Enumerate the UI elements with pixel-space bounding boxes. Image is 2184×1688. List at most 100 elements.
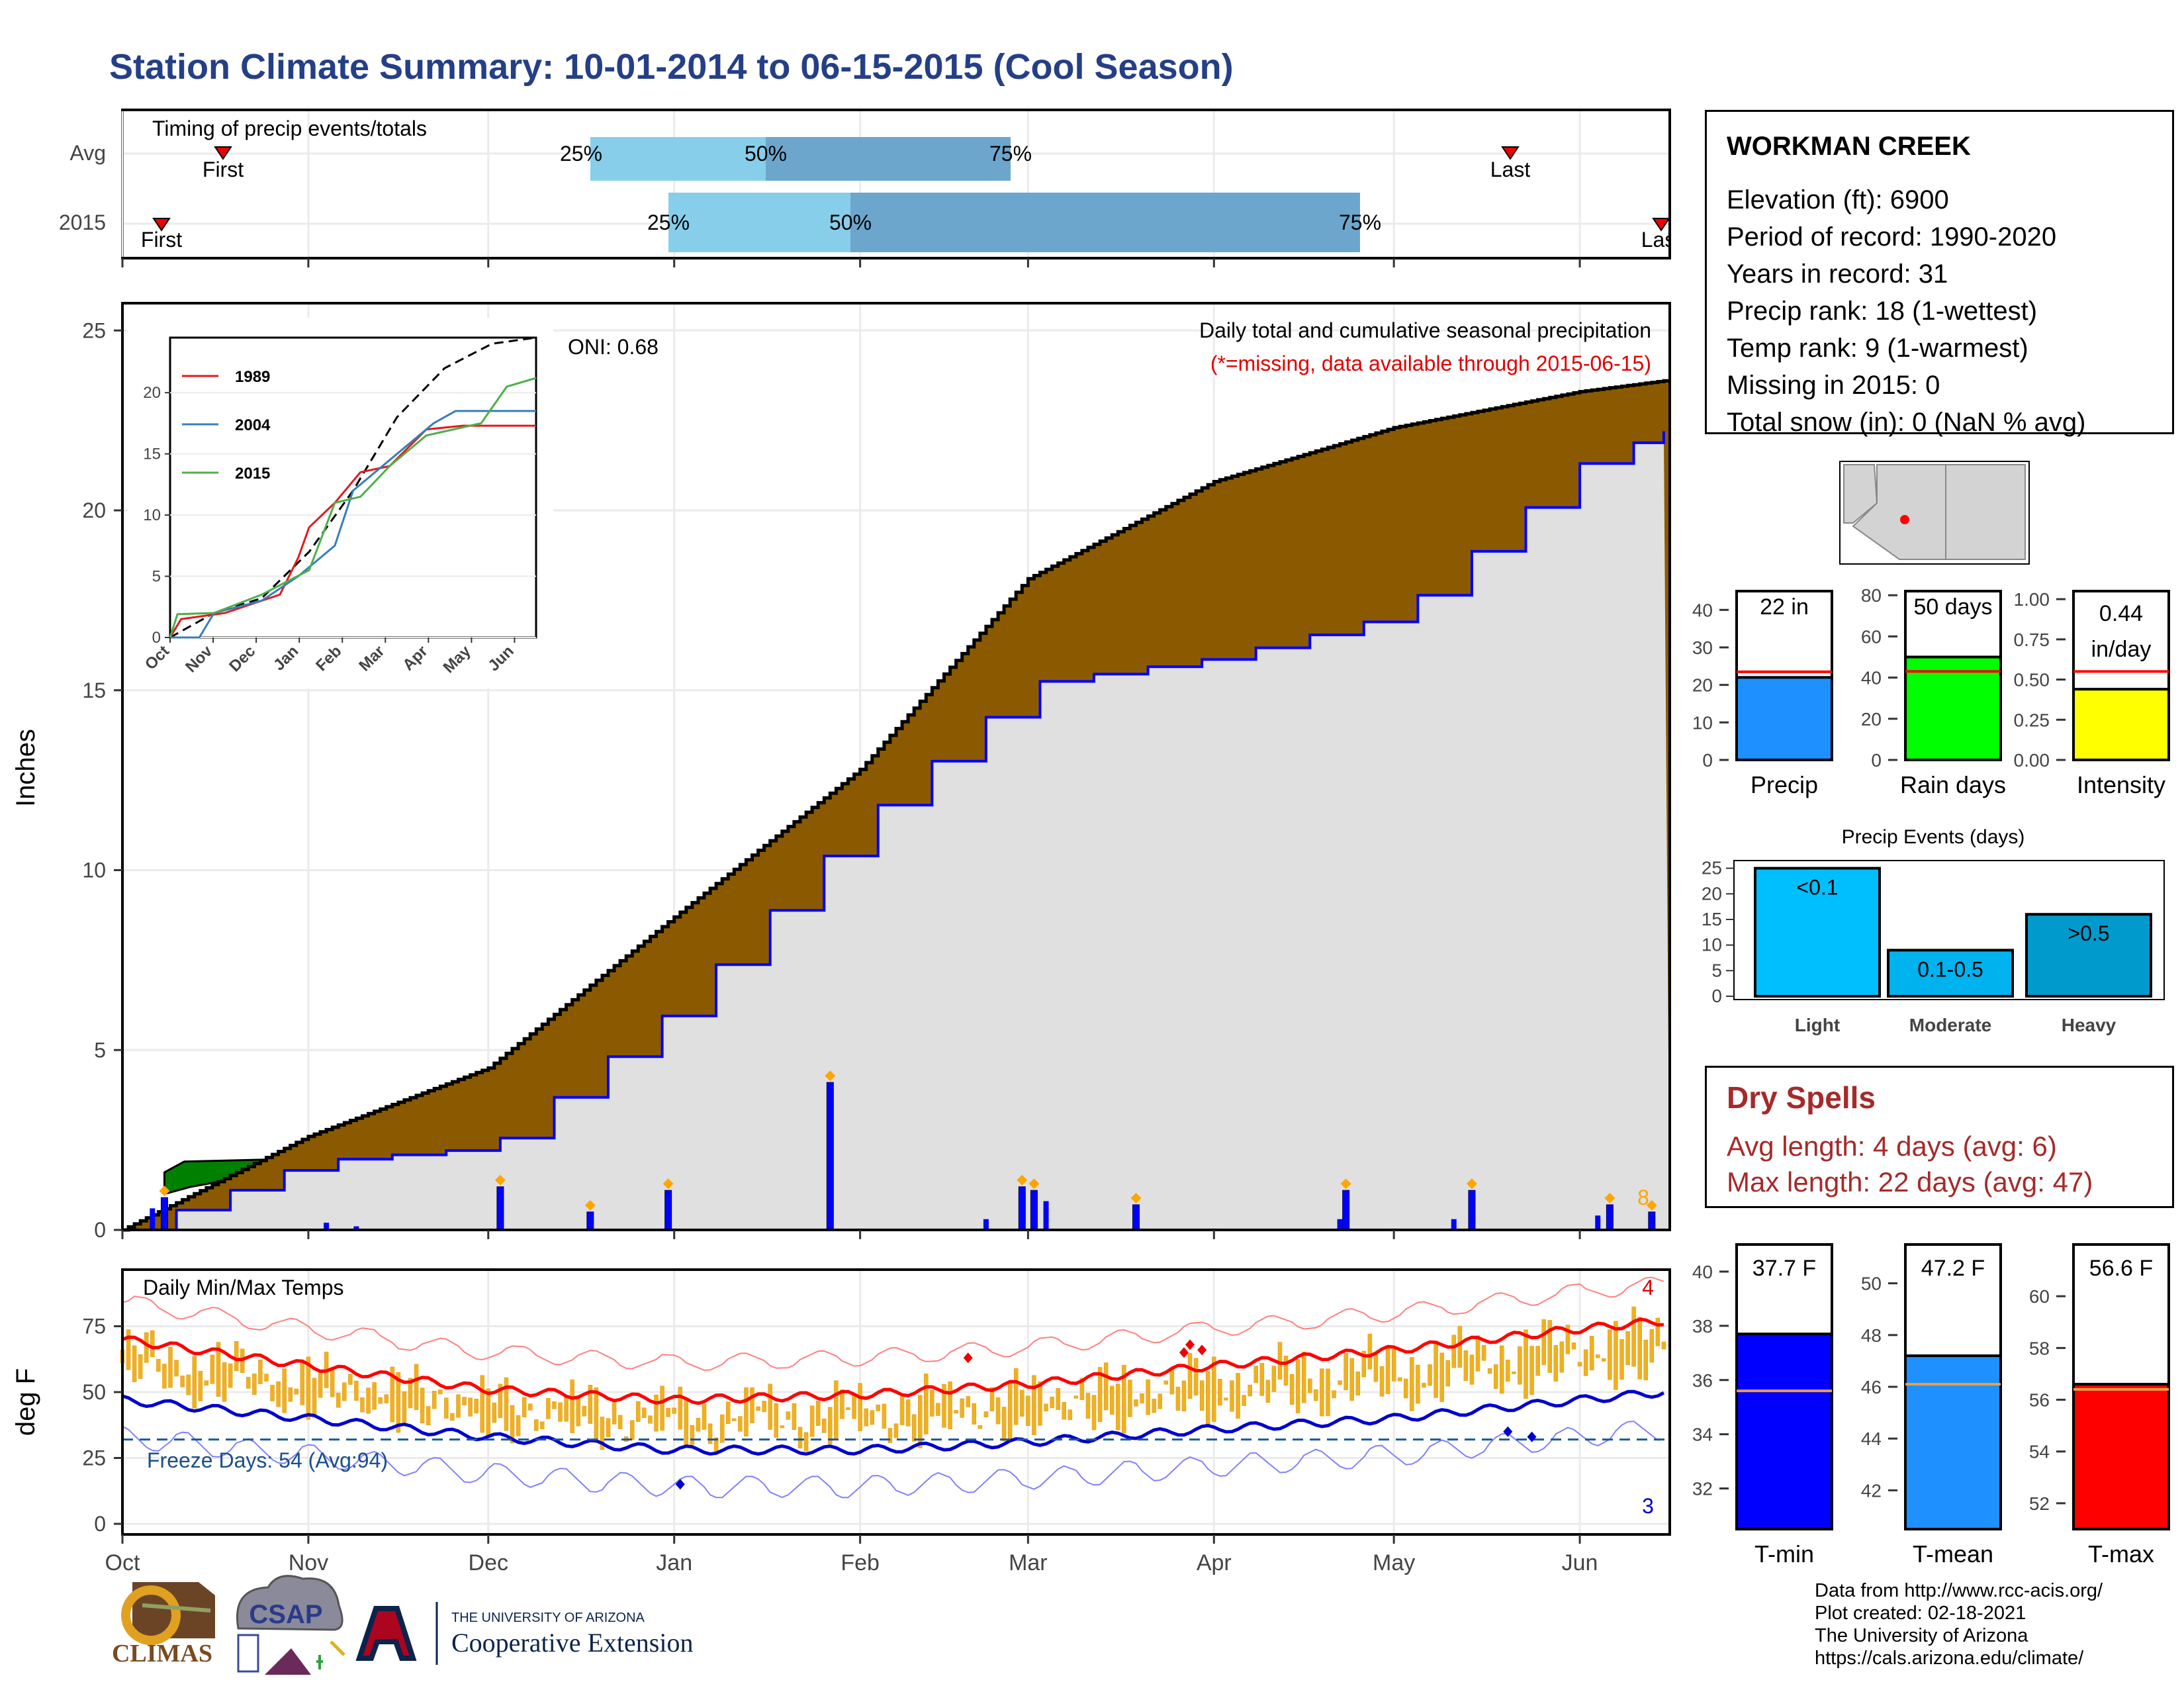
value-bar <box>1904 655 2002 762</box>
daily-temp-bar <box>1007 1382 1013 1441</box>
daily-temp-bar <box>366 1387 371 1414</box>
daily-temp-bar <box>1553 1345 1559 1382</box>
daily-temp-bar <box>786 1411 791 1420</box>
heavy-event-marker <box>1340 1178 1351 1190</box>
daily-temp-bar <box>306 1356 311 1420</box>
daily-temp-bar <box>1608 1329 1612 1380</box>
station-years: Years in record: 31 <box>1727 259 1948 289</box>
daily-temp-bar <box>1026 1395 1030 1427</box>
daily-temp-bar <box>504 1377 509 1431</box>
daily-temp-bar <box>234 1341 239 1372</box>
daily-precip-bar <box>1606 1204 1614 1231</box>
daily-temp-bar <box>1314 1389 1318 1401</box>
daily-temp-bar <box>660 1385 664 1431</box>
daily-temp-bar <box>330 1368 335 1397</box>
bar-ytick-label: 50 <box>1861 1274 1882 1294</box>
value-bar <box>1904 1354 2002 1530</box>
event-category-label: Heavy <box>2062 1015 2116 1035</box>
daily-temp-bar <box>510 1405 515 1444</box>
daily-temp-bar <box>1512 1371 1516 1374</box>
daily-temp-bar <box>150 1330 155 1358</box>
temperature-summary-charts: 32 34 36 38 40 T-min 37.7 F 42 44 46 48 50 T-mean 47.… <box>1692 1243 2170 1568</box>
daily-precip-bar <box>1030 1190 1038 1231</box>
daily-temp-bar <box>917 1395 923 1448</box>
events-ytick-label: 0 <box>1711 986 1722 1006</box>
bar-value-label: 37.7 F <box>1752 1256 1816 1281</box>
daily-temp-bar <box>1559 1341 1565 1373</box>
inset-2015-line <box>169 377 537 638</box>
bar-value-label: 22 in <box>1760 594 1809 620</box>
daily-temp-bar <box>1451 1335 1457 1368</box>
bar-ytick-label: 80 <box>1861 585 1882 606</box>
daily-temp-bar <box>1367 1333 1373 1370</box>
daily-temp-bar <box>1326 1368 1330 1417</box>
avg-first-label: First <box>203 158 244 181</box>
2015-first-marker <box>152 218 171 232</box>
event-value-label: 0.1-0.5 <box>1917 957 1983 981</box>
precip-frame <box>121 302 1671 1231</box>
daily-temp-bar <box>930 1389 934 1417</box>
daily-temp-bar <box>630 1420 635 1440</box>
daily-temp-bar <box>995 1397 1001 1425</box>
daily-temp-bar <box>582 1405 587 1417</box>
logos: CLIMAS CSAP THE UNIVERSITY OF ARIZONA Co… <box>112 1575 693 1675</box>
inset-plot-frame <box>169 336 537 639</box>
avg-first-marker <box>214 146 232 160</box>
daily-temp-bar <box>1122 1364 1126 1434</box>
daily-temp-bar <box>834 1380 839 1439</box>
daily-temp-bar <box>456 1394 461 1418</box>
daily-temp-bar <box>768 1383 772 1430</box>
bar-ytick-label: 40 <box>1692 1262 1713 1282</box>
temp-ytick-label: 50 <box>82 1380 106 1404</box>
daily-temp-bar <box>1242 1395 1246 1406</box>
daily-temp-bar <box>1079 1378 1085 1400</box>
daily-temp-bar <box>600 1417 605 1450</box>
daily-temp-bar <box>924 1374 929 1434</box>
record-marker <box>1197 1344 1207 1356</box>
inset-legend-label: 2015 <box>235 465 270 483</box>
daily-temp-bar <box>1410 1357 1414 1411</box>
daily-precip-bar <box>1132 1204 1140 1231</box>
daily-temp-bar <box>360 1397 365 1413</box>
value-bar <box>1735 676 1833 761</box>
station-name: WORKMAN CREEK <box>1727 132 1971 161</box>
daily-temp-bar <box>1643 1339 1649 1381</box>
daily-temp-bar <box>1619 1339 1624 1380</box>
daily-temp-bar <box>642 1407 647 1419</box>
daily-temp-bar <box>1109 1385 1115 1415</box>
precip-chart: 0 10 20 30 40 Precip 22 in <box>1692 590 1833 798</box>
daily-temp-bar <box>978 1425 983 1429</box>
bar-ytick-label: 0.25 <box>2014 710 2050 730</box>
daily-temp-bar <box>1116 1383 1120 1430</box>
daily-temp-bar <box>402 1391 407 1423</box>
daily-temp-bar <box>222 1362 227 1402</box>
2015-first-label: First <box>141 228 182 252</box>
daily-temp-bar <box>372 1382 377 1410</box>
daily-temp-bar <box>702 1403 707 1430</box>
daily-temp-bar <box>1416 1364 1420 1404</box>
daily-temp-bar <box>594 1387 599 1443</box>
daily-temp-bar <box>198 1371 203 1401</box>
daily-temp-bar <box>444 1397 449 1419</box>
daily-temp-bar <box>354 1380 359 1401</box>
bar-ytick-label: 58 <box>2029 1338 2050 1358</box>
t-max-chart: 52 54 56 58 60 T-max 56.6 F <box>2029 1243 2170 1568</box>
daily-precip-bar <box>983 1219 989 1230</box>
daily-temp-bar <box>1128 1380 1132 1417</box>
month-label: Apr <box>1197 1550 1232 1575</box>
event-bar <box>2025 913 2152 998</box>
daily-temp-bar <box>216 1342 221 1397</box>
heavy-event-marker <box>1017 1174 1028 1186</box>
daily-temp-bar <box>960 1398 964 1418</box>
bar-ytick-label: 60 <box>2029 1286 2050 1307</box>
precip-annotation: Daily total and cumulative seasonal prec… <box>1199 318 1651 342</box>
daily-temp-bar <box>654 1394 659 1432</box>
avg-50-75-bar <box>766 137 1011 181</box>
event-value-label: >0.5 <box>2068 921 2109 945</box>
daily-temp-bar <box>887 1428 893 1444</box>
2015-p50-label: 50% <box>829 211 872 234</box>
bar-ytick-label: 20 <box>1861 709 1882 729</box>
bar-ytick-label: 38 <box>1692 1316 1713 1336</box>
summary-bar-charts: 0 10 20 30 40 Precip 22 in 0 20 40 60 80 Rain days 50… <box>1692 585 2170 798</box>
daily-temp-bar <box>1332 1390 1336 1399</box>
